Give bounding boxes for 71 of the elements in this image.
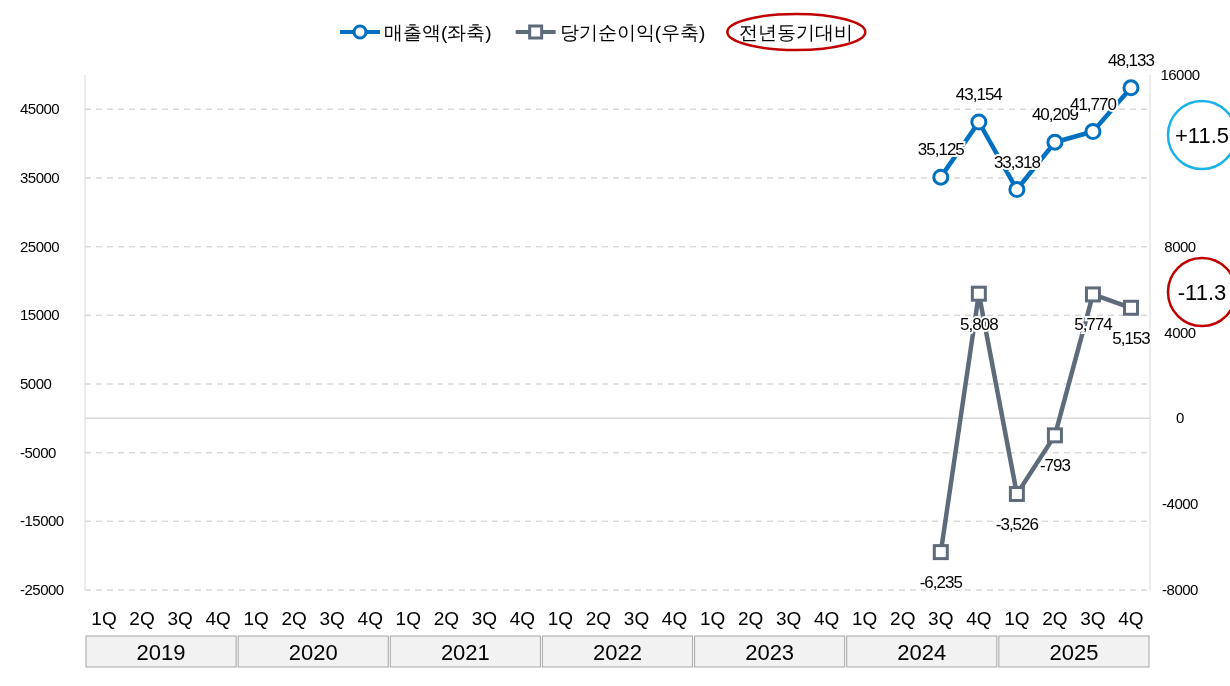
data-label: -793: [1039, 456, 1071, 476]
y-tick-label: 45000: [20, 100, 60, 118]
text: 2021: [440, 640, 490, 665]
y-tick-label: 5000: [20, 375, 52, 392]
x-tick-label: 4Q: [1118, 608, 1144, 629]
x-tick-label: 3Q: [775, 608, 802, 629]
text: 2022: [593, 640, 642, 665]
legend-label: 매출액(좌축): [384, 22, 492, 43]
x-tick-label: 2Q: [1042, 608, 1068, 629]
data-label: 48,133: [1107, 50, 1155, 70]
text: 2020: [288, 640, 338, 665]
x-tick-label: 4Q: [509, 608, 536, 629]
data-label: 43,154: [955, 85, 1003, 105]
y2-tick-label: 8000: [1164, 237, 1196, 255]
point: [970, 113, 988, 131]
text: 2024: [897, 640, 947, 665]
x-tick-label: 4Q: [814, 608, 840, 629]
change-note: +11.5: [1166, 99, 1230, 171]
y-tick-label: -5000: [20, 443, 57, 461]
point: [1046, 133, 1064, 151]
x-tick-label: 2Q: [737, 608, 764, 629]
text: 2025: [1049, 640, 1099, 665]
change-note: -11.3: [1166, 256, 1230, 328]
point: [1008, 181, 1026, 199]
x-tick-label: 4Q: [357, 608, 383, 629]
x-tick-label: 4Q: [966, 608, 992, 629]
legend-note: 전년동기대비: [726, 12, 867, 52]
x-tick-label: 1Q: [547, 608, 574, 629]
point: [1084, 286, 1101, 303]
x-tick-label: 1Q: [91, 608, 117, 629]
text: 2023: [745, 640, 795, 665]
x-tick-label: 2Q: [890, 608, 916, 629]
data-label: -6,235: [919, 573, 963, 593]
x-tick-label: 3Q: [319, 608, 345, 629]
point: [932, 168, 950, 186]
x-tick-label: 1Q: [243, 608, 269, 629]
x-tick-label: 2Q: [433, 608, 460, 629]
x-tick-label: 3Q: [1080, 608, 1106, 629]
y-tick-label: 35000: [20, 169, 60, 186]
x-tick-label: 3Q: [928, 608, 954, 629]
x-tick-label: 4Q: [205, 608, 231, 629]
x-tick-label: 1Q: [395, 608, 421, 629]
y-tick-label: -15000: [20, 512, 64, 530]
x-tick-label: 1Q: [1004, 608, 1030, 629]
data-label: 5,153: [1112, 328, 1151, 348]
x-tick-label: 3Q: [623, 608, 650, 629]
y-tick-label: 15000: [20, 306, 60, 324]
data-label: -3,526: [995, 515, 1039, 534]
x-tick-label: 1Q: [699, 608, 726, 629]
point: [1008, 486, 1025, 502]
y2-tick-label: -4000: [1162, 495, 1199, 513]
x-tick-label: 2Q: [585, 608, 612, 629]
point: [1122, 79, 1140, 97]
point: [932, 544, 949, 561]
legend-label: 당기순이익(우축): [559, 22, 706, 43]
y2-tick-label: 0: [1176, 409, 1185, 427]
x-tick-label: 3Q: [167, 608, 193, 629]
x-tick-label: 4Q: [661, 608, 688, 629]
point: [1122, 299, 1139, 316]
x-tick-label: 2Q: [281, 608, 307, 629]
point: [1046, 427, 1063, 444]
y-tick-label: -25000: [20, 581, 64, 598]
x-tick-label: 3Q: [471, 608, 498, 629]
x-tick-label: 1Q: [852, 608, 878, 629]
point: [1084, 123, 1102, 141]
x-tick-label: 2Q: [129, 608, 155, 629]
y-tick-label: 25000: [20, 237, 60, 255]
y2-tick-label: -8000: [1162, 581, 1199, 598]
text: 2019: [136, 640, 186, 665]
y2-tick-label: 16000: [1160, 66, 1200, 83]
point: [970, 285, 987, 302]
